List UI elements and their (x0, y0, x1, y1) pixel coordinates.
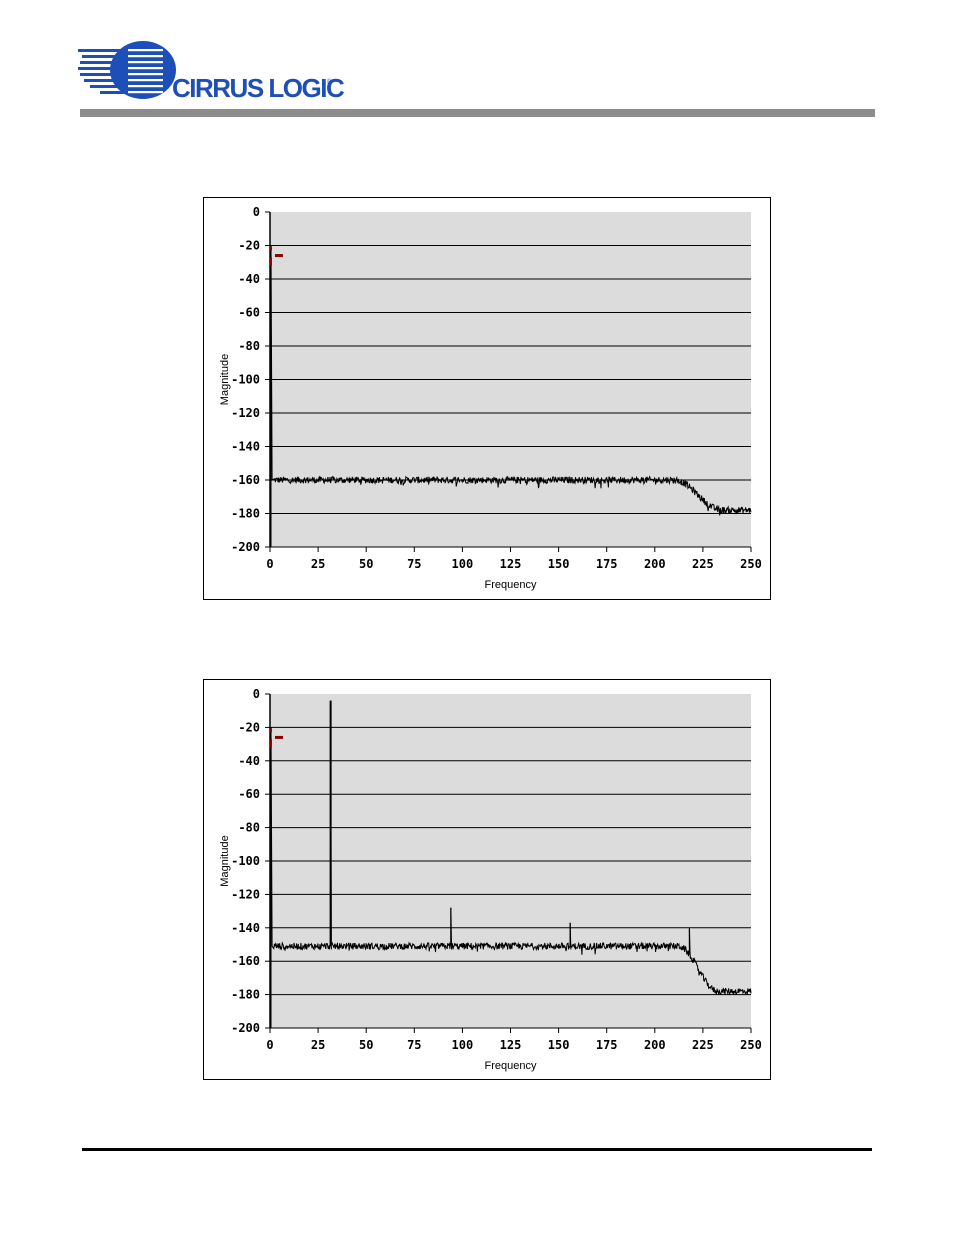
spectrum-trace (270, 245, 752, 547)
y-tick-label: -180 (231, 988, 260, 1002)
x-tick-label: 50 (359, 1038, 373, 1052)
y-tick-label: -60 (238, 787, 260, 801)
y-tick-label: -140 (231, 440, 260, 454)
x-tick-label: 200 (644, 557, 666, 571)
x-tick-label: 75 (407, 1038, 421, 1052)
x-tick-label: 150 (548, 557, 570, 571)
fft-chart-2-svg: 0 -20 -40 -60 -80 -100 -120 -140 -160 -180 -200 0 2… (219, 687, 762, 1072)
x-tick-label: 75 (407, 557, 421, 571)
cirrus-logic-logo: CIRRUS LOGIC ® (78, 38, 348, 104)
y-axis-label: Magnitude (219, 354, 231, 405)
x-tick-label: 100 (452, 557, 474, 571)
x-tick-label: 100 (452, 1038, 474, 1052)
y-axis-ticks: 0 -20 -40 -60 -80 -100 -120 -140 -160 -180 -200 (231, 205, 270, 554)
x-tick-label: 250 (740, 557, 762, 571)
logo-wordmark: CIRRUS LOGIC (172, 73, 345, 103)
y-tick-label: 0 (253, 687, 260, 701)
x-axis-label: Frequency (485, 579, 537, 591)
fft-chart-1: 0 -20 -40 -60 -80 -100 -120 -140 -160 -180 -200 0 2… (203, 197, 771, 600)
x-tick-label: 25 (311, 557, 325, 571)
x-axis-ticks: 0 25 50 75 100 125 150 175 200 225 250 (266, 547, 762, 571)
y-tick-label: -40 (238, 272, 260, 286)
y-tick-label: -60 (238, 306, 260, 320)
y-tick-label: -100 (231, 373, 260, 387)
y-tick-label: -80 (238, 339, 260, 353)
x-tick-label: 0 (266, 1038, 273, 1052)
y-tick-label: -200 (231, 540, 260, 554)
x-tick-label: 175 (596, 1038, 618, 1052)
y-tick-label: -160 (231, 954, 260, 968)
marker-indicator (269, 728, 283, 748)
y-tick-label: -40 (238, 754, 260, 768)
fft-chart-1-svg: 0 -20 -40 -60 -80 -100 -120 -140 -160 -180 -200 0 2… (219, 205, 762, 591)
logo-graphic: CIRRUS LOGIC ® (78, 41, 346, 103)
y-tick-label: -140 (231, 921, 260, 935)
logo-registered-mark: ® (327, 78, 333, 86)
grid-lines (269, 694, 751, 1029)
y-tick-label: -120 (231, 406, 260, 420)
x-axis-ticks: 0 25 50 75 100 125 150 175 200 225 250 (266, 1028, 762, 1052)
y-tick-label: -160 (231, 473, 260, 487)
spectrum-trace (270, 700, 752, 1028)
y-tick-label: 0 (253, 205, 260, 219)
grid-lines (269, 212, 751, 548)
x-tick-label: 225 (692, 557, 714, 571)
y-tick-label: -200 (231, 1021, 260, 1035)
header-divider-bar (80, 109, 875, 117)
y-tick-label: -80 (238, 821, 260, 835)
y-tick-label: -180 (231, 507, 260, 521)
y-axis-ticks: 0 -20 -40 -60 -80 -100 -120 -140 -160 -180 -200 (231, 687, 270, 1035)
x-tick-label: 50 (359, 557, 373, 571)
x-tick-label: 225 (692, 1038, 714, 1052)
x-tick-label: 25 (311, 1038, 325, 1052)
y-tick-label: -120 (231, 887, 260, 901)
y-tick-label: -20 (238, 239, 260, 253)
x-tick-label: 125 (500, 1038, 522, 1052)
x-tick-label: 150 (548, 1038, 570, 1052)
fft-chart-2: 0 -20 -40 -60 -80 -100 -120 -140 -160 -180 -200 0 2… (203, 679, 771, 1080)
x-tick-label: 125 (500, 557, 522, 571)
y-tick-label: -20 (238, 720, 260, 734)
x-tick-label: 175 (596, 557, 618, 571)
y-axis-label: Magnitude (219, 835, 231, 886)
marker-indicator (269, 246, 283, 266)
x-tick-label: 0 (266, 557, 273, 571)
footer-rule (82, 1148, 872, 1151)
x-tick-label: 200 (644, 1038, 666, 1052)
x-tick-label: 250 (740, 1038, 762, 1052)
x-axis-label: Frequency (485, 1060, 537, 1072)
y-tick-label: -100 (231, 854, 260, 868)
